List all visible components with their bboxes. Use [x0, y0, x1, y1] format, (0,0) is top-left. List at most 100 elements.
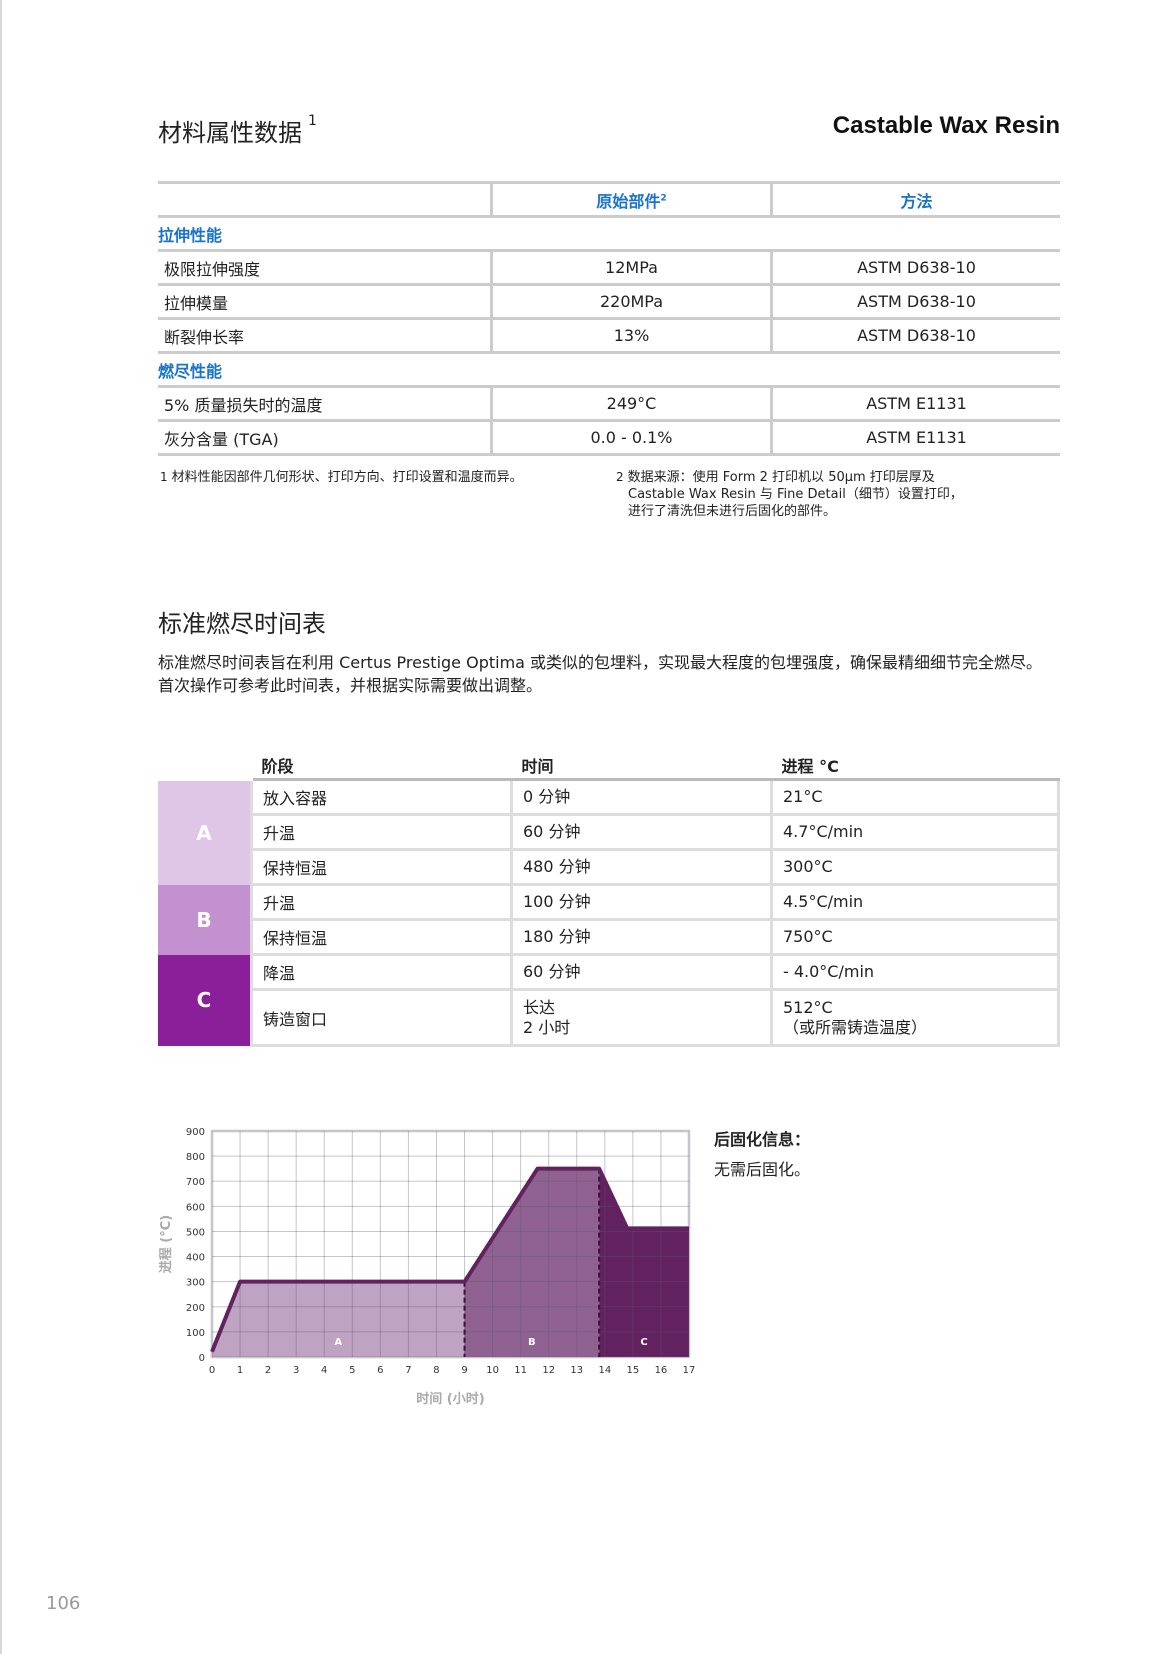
property-method: ASTM D638-10 — [770, 318, 1060, 354]
section-row: 燃尽性能 — [158, 352, 1060, 388]
post-cure-text: 无需后固化。 — [714, 1160, 811, 1179]
x-tick-label: 0 — [209, 1365, 215, 1376]
section-label: 拉伸性能 — [158, 216, 1060, 252]
property-method: ASTM E1131 — [770, 386, 1060, 422]
page-edge — [0, 0, 2, 1654]
step-name: 保持恒温 — [250, 919, 512, 956]
region-label: C — [640, 1337, 647, 1348]
y-tick-label: 100 — [186, 1328, 205, 1339]
y-tick-label: 200 — [186, 1303, 205, 1314]
col-time: 时间 — [511, 752, 772, 781]
burnout-description: 标准燃尽时间表旨在利用 Certus Prestige Optima 或类似的包… — [158, 653, 1043, 695]
property-name: 5% 质量损失时的温度 — [158, 386, 492, 422]
y-tick-label: 700 — [186, 1177, 205, 1188]
step-progress: 512°C （或所需铸造温度） — [770, 989, 1060, 1047]
step-progress: 300°C — [770, 849, 1060, 886]
y-tick-label: 400 — [186, 1253, 205, 1264]
temperature-line — [210, 1166, 689, 1353]
step-name: 降温 — [250, 954, 512, 991]
property-value: 0.0 - 0.1% — [490, 420, 772, 456]
property-value: 249°C — [490, 386, 772, 422]
schedule-row: B 升温 100 分钟 4.5°C/min — [158, 884, 1060, 955]
x-tick-label: 11 — [514, 1365, 527, 1376]
x-tick-label: 14 — [598, 1365, 611, 1376]
step-name: 铸造窗口 — [250, 989, 512, 1047]
step-name: 升温 — [250, 814, 512, 851]
step-name: 放入容器 — [250, 779, 512, 816]
step-name: 升温 — [250, 884, 512, 921]
stage-label: A — [158, 779, 252, 885]
x-tick-label: 16 — [655, 1365, 668, 1376]
property-value: 12MPa — [490, 250, 772, 286]
step-time: 长达 2 小时 — [510, 989, 772, 1047]
region-C — [599, 1168, 689, 1357]
region-label: A — [334, 1337, 342, 1348]
col-original-part: 原始部件2 — [490, 181, 772, 218]
property-value: 13% — [490, 318, 772, 354]
section-row: 拉伸性能 — [158, 216, 1060, 252]
x-tick-label: 12 — [542, 1365, 555, 1376]
table-row: 极限拉伸强度 12MPa ASTM D638-10 — [158, 250, 1060, 286]
col-stage: 阶段 — [251, 752, 512, 781]
region-label: B — [528, 1337, 536, 1348]
y-tick-label: 500 — [186, 1227, 205, 1238]
step-progress: 750°C — [770, 919, 1060, 956]
step-time: 60 分钟 — [510, 954, 772, 991]
table-row: 断裂伸长率 13% ASTM D638-10 — [158, 318, 1060, 354]
schedule-row: A 放入容器 0 分钟 21°C — [158, 779, 1060, 885]
property-name: 灰分含量 (TGA) — [158, 420, 492, 456]
x-tick-label: 8 — [433, 1365, 439, 1376]
footnote-1: 1 材料性能因部件几何形状、打印方向、打印设置和温度而异。 — [160, 470, 523, 485]
x-tick-label: 4 — [321, 1365, 327, 1376]
x-tick-label: 7 — [405, 1365, 411, 1376]
burnout-chart: A B C0 1 2 3 4 5 6 7 8 9 10 11 12 13 14 15 16 1701002003004… — [159, 1127, 695, 1407]
properties-table: 原始部件2 方法 拉伸性能 极限拉伸强度 12MPa ASTM D638-10 拉伸模量… — [158, 181, 1060, 456]
step-time: 180 分钟 — [510, 919, 772, 956]
step-name: 保持恒温 — [250, 849, 512, 886]
region-B — [464, 1168, 600, 1357]
schedule-row: C 降温 60 分钟 - 4.0°C/min — [158, 954, 1060, 1046]
x-tick-label: 9 — [461, 1365, 467, 1376]
stage-label: C — [158, 954, 252, 1046]
schedule-row: 保持恒温 480 分钟 300°C — [158, 849, 1060, 886]
burnout-title: 标准燃尽时间表 — [158, 610, 326, 638]
y-tick-label: 800 — [186, 1152, 205, 1163]
x-axis-label: 时间 (小时) — [416, 1391, 484, 1407]
property-name: 断裂伸长率 — [158, 318, 492, 354]
y-tick-label: 600 — [186, 1202, 205, 1213]
step-time: 100 分钟 — [510, 884, 772, 921]
property-method: ASTM D638-10 — [770, 284, 1060, 320]
burnout-schedule-table: 阶段 时间 进程 °C A 放入容器 0 分钟 21°C 升温 60 分钟 4.7°C/mi… — [158, 752, 1060, 1047]
y-tick-label: 900 — [186, 1127, 205, 1138]
table-row: 灰分含量 (TGA) 0.0 - 0.1% ASTM E1131 — [158, 420, 1060, 456]
y-tick-label: 300 — [186, 1278, 205, 1289]
table-row: 5% 质量损失时的温度 249°C ASTM E1131 — [158, 386, 1060, 422]
y-axis-label: 进程 (°C) — [159, 1215, 174, 1273]
step-time: 0 分钟 — [510, 779, 772, 816]
x-tick-label: 2 — [265, 1365, 271, 1376]
col-method: 方法 — [770, 181, 1060, 218]
footnote-2: 2 数据来源：使用 Form 2 打印机以 50µm 打印层厚及 Castable… — [616, 470, 963, 519]
x-tick-label: 6 — [377, 1365, 383, 1376]
table-row: 拉伸模量 220MPa ASTM D638-10 — [158, 284, 1060, 320]
post-cure-title: 后固化信息： — [714, 1130, 811, 1149]
product-name: Castable Wax Resin — [832, 112, 1060, 139]
property-value: 220MPa — [490, 284, 772, 320]
stage-label: B — [158, 884, 252, 955]
step-progress: 4.5°C/min — [770, 884, 1060, 921]
section-label: 燃尽性能 — [158, 352, 1060, 388]
property-name: 极限拉伸强度 — [158, 250, 492, 286]
property-method: ASTM E1131 — [770, 420, 1060, 456]
step-progress: 21°C — [770, 779, 1060, 816]
step-progress: - 4.0°C/min — [770, 954, 1060, 991]
x-tick-label: 10 — [486, 1365, 499, 1376]
x-tick-label: 5 — [349, 1365, 355, 1376]
y-tick-label: 0 — [199, 1353, 205, 1364]
schedule-row: 升温 60 分钟 4.7°C/min — [158, 814, 1060, 851]
page-number: 106 — [46, 1593, 81, 1614]
property-name: 拉伸模量 — [158, 284, 492, 320]
schedule-row: 铸造窗口 长达 2 小时 512°C （或所需铸造温度） — [158, 989, 1060, 1047]
step-progress: 4.7°C/min — [770, 814, 1060, 851]
property-method: ASTM D638-10 — [770, 250, 1060, 286]
x-tick-label: 3 — [293, 1365, 299, 1376]
